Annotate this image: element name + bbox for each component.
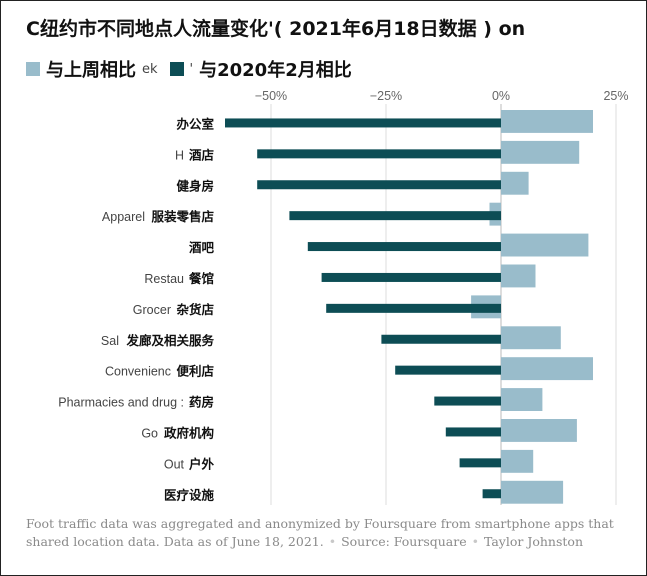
chart-title: C纽约市不同地点人流量变化'( 2021年6月18日数据 ) on	[26, 14, 636, 41]
bar-feb-10	[445, 427, 501, 437]
category-label-zh-7: 发廊及相关服务	[125, 333, 214, 348]
category-label-en-3: Apparel	[102, 210, 145, 224]
footer-note: Foot traffic data was aggregated and ano…	[26, 516, 614, 549]
bar-week-1	[501, 140, 580, 164]
chart-legend: 与上周相比 ek ' 与2020年2月相比	[26, 56, 352, 82]
category-label-zh-4: 酒吧	[189, 240, 215, 255]
footer-dot-2: •	[471, 534, 479, 549]
bar-week-8	[501, 357, 593, 381]
legend-ghost-feb: '	[189, 61, 194, 77]
legend-ghost-week: ek	[142, 61, 158, 77]
tick-label-2: 0%	[492, 89, 510, 103]
bar-feb-1	[257, 149, 501, 159]
bar-feb-6	[326, 303, 501, 313]
bar-feb-2	[257, 180, 501, 190]
legend-label-feb: 与2020年2月相比	[199, 60, 352, 81]
title-ghost-prefix: C	[26, 18, 40, 40]
title-main: 纽约市不同地点人流量变化	[39, 18, 268, 40]
category-label-en-1: H	[175, 148, 184, 162]
chart-footer: Foot traffic data was aggregated and ano…	[26, 515, 626, 551]
legend-swatch-feb	[169, 62, 184, 76]
category-label-en-7: Sal	[101, 334, 119, 348]
category-label-en-10: Go	[141, 426, 158, 440]
bar-week-5	[501, 264, 536, 288]
category-label-zh-3: 服装零售店	[151, 209, 214, 224]
category-label-zh-10: 政府机构	[164, 425, 214, 440]
bar-feb-9	[434, 396, 501, 406]
tick-label-3: 25%	[603, 89, 628, 103]
category-label-en-6: Grocer	[133, 303, 171, 317]
category-label-zh-5: 餐馆	[188, 271, 214, 286]
bar-week-12	[501, 480, 564, 504]
category-label-zh-11: 户外	[189, 456, 215, 471]
bar-week-7	[501, 326, 561, 350]
category-label-en-9: Pharmacies and drug :	[58, 396, 184, 410]
footer-author: Taylor Johnston	[483, 534, 583, 549]
bar-feb-0	[225, 118, 501, 128]
category-label-en-8: Convenienc	[105, 365, 171, 379]
category-label-zh-9: 药房	[189, 395, 214, 410]
category-label-zh-1: 酒店	[189, 147, 215, 162]
tick-label-1: −25%	[370, 89, 402, 103]
category-label-zh-2: 健身房	[176, 178, 214, 193]
bar-week-11	[501, 449, 534, 473]
title-ghost-suffix: on	[498, 18, 526, 40]
category-label-zh-12: 医疗设施	[164, 487, 215, 502]
bar-feb-7	[381, 334, 501, 344]
bar-week-0	[501, 110, 593, 133]
category-label-en-5: Restau	[144, 272, 184, 286]
title-ghost-mid: '	[267, 18, 274, 40]
footer-dot-1: •	[328, 534, 337, 549]
category-label-zh-6: 杂货店	[176, 302, 214, 317]
bar-feb-3	[289, 211, 501, 221]
bar-feb-11	[459, 458, 501, 468]
category-label-zh-0: 办公室	[176, 116, 214, 131]
title-paren: ( 2021年6月18日数据 )	[273, 18, 492, 40]
tick-label-0: −50%	[255, 89, 287, 103]
bar-feb-5	[321, 272, 501, 282]
bar-week-2	[501, 171, 529, 195]
category-label-zh-8: 便利店	[176, 364, 214, 379]
bar-week-10	[501, 419, 577, 442]
footer-source: Source: Foursquare	[341, 534, 467, 549]
bar-feb-12	[482, 489, 501, 499]
bar-feb-8	[395, 365, 501, 375]
legend-swatch-week	[26, 62, 40, 76]
bar-week-4	[501, 233, 589, 257]
bar-feb-4	[307, 242, 501, 252]
category-label-en-11: Out	[164, 457, 185, 471]
legend-label-week: 与上周相比	[46, 60, 136, 81]
bar-week-9	[501, 388, 543, 411]
